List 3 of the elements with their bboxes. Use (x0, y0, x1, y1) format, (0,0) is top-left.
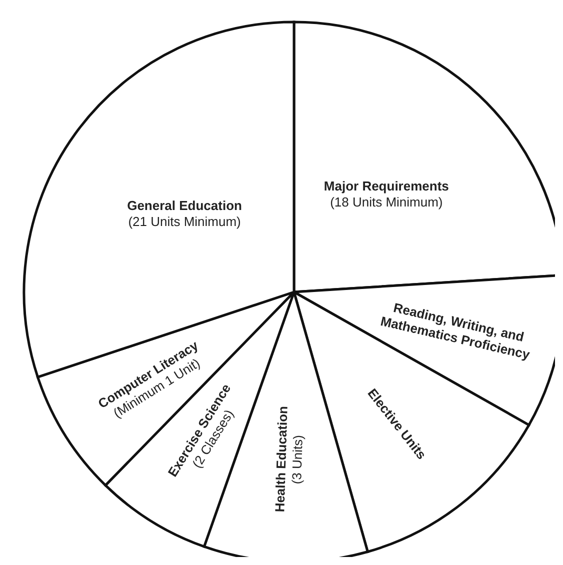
slice-label: Health Education (3 Units) (272, 406, 306, 512)
slice-label: General Education (21 Units Minimum) (127, 197, 242, 228)
slice-label: Major Requirements (18 Units Minimum) (324, 178, 449, 210)
